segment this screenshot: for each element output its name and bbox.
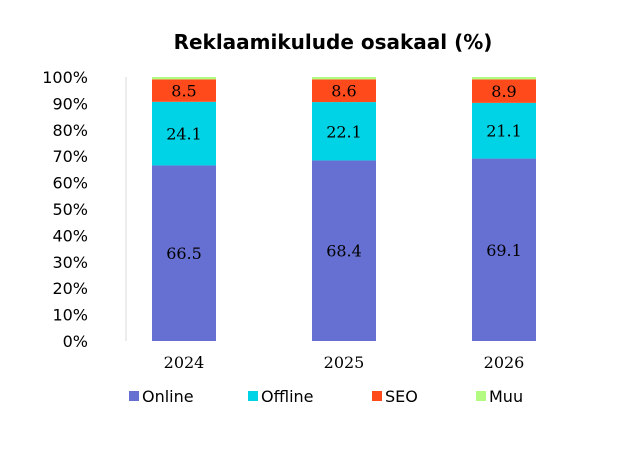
bar-segment-seo-2026 bbox=[472, 79, 536, 103]
y-tick-label: 40% bbox=[52, 226, 88, 245]
bar-segment-online-2025 bbox=[312, 160, 376, 341]
legend-swatch-seo bbox=[372, 391, 382, 401]
x-axis-labels: 2024 2025 2026 bbox=[164, 353, 525, 372]
bar-segment-muu-2024 bbox=[152, 77, 216, 80]
data-label-offline-2024: 24.1 bbox=[166, 125, 202, 144]
data-label-online-2026: 69.1 bbox=[486, 241, 522, 260]
bar-segment-offline-2024 bbox=[152, 101, 216, 166]
legend-label-online: Online bbox=[142, 387, 194, 406]
y-tick-label: 0% bbox=[63, 332, 88, 351]
bar-segment-seo-2025 bbox=[312, 79, 376, 103]
data-label-offline-2026: 21.1 bbox=[486, 122, 522, 141]
x-category-label: 2026 bbox=[484, 353, 525, 372]
y-tick-label: 70% bbox=[52, 147, 88, 166]
data-label-offline-2025: 22.1 bbox=[326, 122, 362, 141]
data-label-seo-2026: 8.9 bbox=[491, 82, 516, 101]
data-label-online-2025: 68.4 bbox=[326, 242, 362, 261]
y-tick-label: 10% bbox=[52, 306, 88, 325]
x-category-label: 2024 bbox=[164, 353, 205, 372]
y-tick-label: 60% bbox=[52, 174, 88, 193]
legend-swatch-online bbox=[129, 391, 139, 401]
y-tick-label: 100% bbox=[42, 68, 88, 87]
y-tick-label: 30% bbox=[52, 253, 88, 272]
bar-segment-online-2026 bbox=[472, 158, 536, 341]
data-label-seo-2025: 8.6 bbox=[331, 82, 356, 101]
y-tick-label: 90% bbox=[52, 94, 88, 113]
bar-segment-muu-2025 bbox=[312, 77, 376, 80]
y-tick-label: 20% bbox=[52, 279, 88, 298]
data-label-online-2024: 66.5 bbox=[166, 244, 202, 263]
data-label-seo-2024: 8.5 bbox=[171, 82, 196, 101]
bars-group bbox=[152, 77, 536, 341]
bar-segment-offline-2025 bbox=[312, 102, 376, 161]
x-category-label: 2025 bbox=[324, 353, 365, 372]
bar-segment-muu-2026 bbox=[472, 77, 536, 80]
data-labels-group: 66.5 24.1 8.5 68.4 22.1 8.6 69.1 21.1 8.9 bbox=[166, 82, 522, 264]
bar-segment-online-2024 bbox=[152, 165, 216, 341]
chart-title: Reklaamikulude osakaal (%) bbox=[174, 30, 493, 54]
legend-label-seo: SEO bbox=[385, 387, 418, 406]
bar-segment-seo-2024 bbox=[152, 79, 216, 102]
legend-label-offline: Offline bbox=[261, 387, 314, 406]
y-tick-label: 80% bbox=[52, 121, 88, 140]
legend: Online Offline SEO Muu bbox=[129, 387, 523, 406]
y-axis-ticks: 0% 10% 20% 30% 40% 50% 60% 70% 80% 90% 100% bbox=[42, 68, 88, 351]
y-tick-label: 50% bbox=[52, 200, 88, 219]
legend-label-muu: Muu bbox=[489, 387, 523, 406]
legend-swatch-muu bbox=[476, 391, 486, 401]
bar-segment-offline-2026 bbox=[472, 102, 536, 159]
legend-swatch-offline bbox=[248, 391, 258, 401]
